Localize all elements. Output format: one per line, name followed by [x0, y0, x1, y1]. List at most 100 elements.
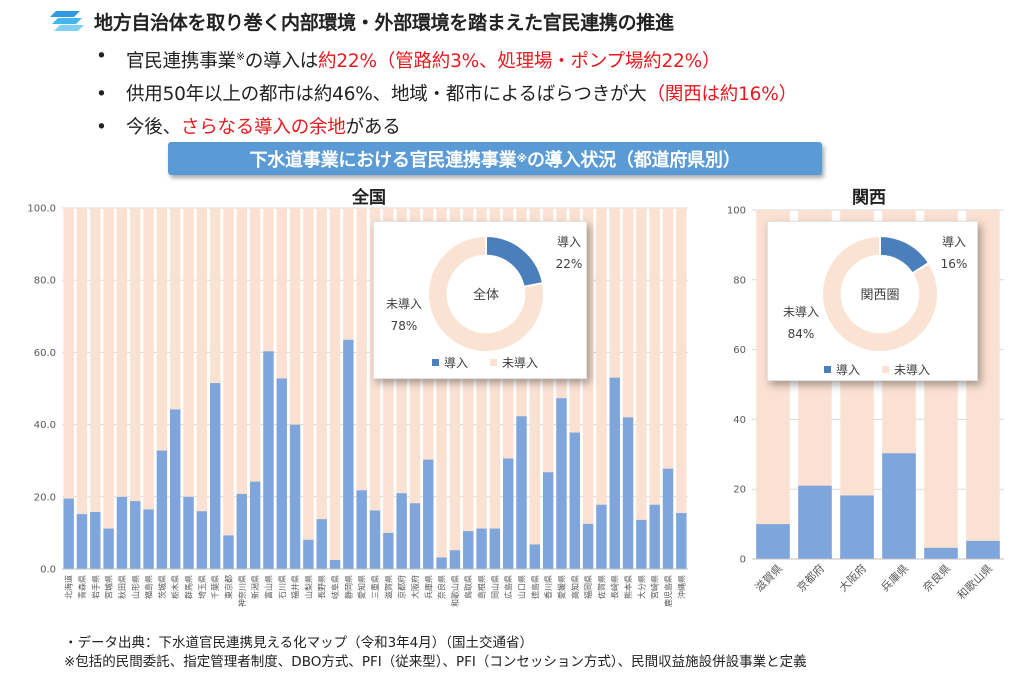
- national-category-label: 新潟県: [250, 575, 260, 599]
- national-bar: [156, 450, 168, 569]
- national-category-label: 神奈川県: [237, 575, 247, 607]
- national-category-label: 山口県: [517, 575, 527, 599]
- national-bar: [263, 351, 274, 569]
- national-bar: [423, 459, 434, 569]
- national-category-label: 北海道: [64, 575, 74, 599]
- national-category-label: 奈良県: [437, 575, 447, 599]
- national-category-label: 栃木県: [170, 575, 180, 599]
- national-legend-swatch: [490, 359, 497, 366]
- kansai-bar: [966, 540, 1000, 559]
- national-category-label: 秋田県: [117, 575, 127, 599]
- national-bar: [209, 383, 221, 569]
- national-bar-background: [636, 208, 647, 569]
- national-bar-background: [76, 208, 88, 569]
- chart-title-kansai: 関西: [852, 188, 886, 208]
- kansai-ytick-label: 100: [727, 206, 746, 217]
- national-category-label: 茨城県: [157, 575, 167, 599]
- national-category-label: 大阪府: [410, 575, 420, 599]
- national-bar-background: [116, 208, 128, 569]
- national-bar-background: [476, 208, 487, 569]
- national-bar-background: [143, 208, 154, 569]
- national-category-label: 岐阜県: [330, 575, 340, 599]
- national-category-label: 宮城県: [104, 575, 114, 599]
- national-legend-label: 導入: [444, 356, 468, 370]
- footnote-definition: ※包括的民間委託、指定管理者制度、DBO方式、PFI（従来型）、PFI（コンセッ…: [64, 654, 807, 670]
- national-bar: [622, 417, 634, 569]
- national-category-label: 山梨県: [303, 575, 313, 599]
- national-category-label: 岡山県: [490, 575, 500, 599]
- national-category-label: 静岡県: [343, 575, 353, 599]
- national-category-label: 宮崎県: [650, 575, 660, 599]
- national-bar-background: [542, 208, 554, 569]
- national-category-label: 京都府: [397, 575, 407, 599]
- kansai-category-label: 京都府: [794, 561, 827, 594]
- national-bar-background: [130, 208, 141, 569]
- national-bar: [63, 498, 74, 569]
- national-bar: [596, 504, 607, 569]
- national-bar: [236, 493, 248, 569]
- national-bar: [316, 519, 327, 569]
- national-bar: [649, 504, 660, 569]
- national-bar: [676, 513, 687, 569]
- national-bar: [196, 511, 208, 569]
- national-bar-chart: 0.020.040.060.080.0100.0北海道 青森県 岩手県 宮城県 秋田県山…: [27, 204, 688, 607]
- national-bar-background: [63, 208, 74, 569]
- national-bar-background: [516, 208, 527, 569]
- kansai-legend-label: 未導入: [894, 363, 930, 377]
- national-bar: [569, 432, 580, 569]
- kansai-category-label: 兵庫県: [878, 561, 911, 594]
- national-bar-background: [156, 208, 168, 569]
- footnote: ・データ出典：下水道官民連携見える化マップ（令和3年4月）（国土交通省） ※包括…: [64, 634, 807, 672]
- national-category-label: 鹿児島県: [663, 575, 673, 607]
- national-category-label: 広島県: [503, 575, 513, 599]
- national-category-label: 三重県: [370, 575, 380, 599]
- national-bar: [143, 509, 154, 569]
- national-category-label: 福岡県: [584, 575, 593, 599]
- national-bar: [529, 544, 541, 569]
- national-donut-center-label: 全体: [473, 287, 499, 303]
- national-bar: [636, 519, 647, 569]
- summary-bullets: 官民連携事業※の導入は約22%（管路約3%、処理場・ポンプ場約22%） 供用50…: [96, 40, 797, 144]
- national-category-label: 長崎県: [610, 575, 620, 599]
- kansai-category-label: 滋賀県: [753, 562, 786, 595]
- footnote-source: ・データ出典：下水道官民連携見える化マップ（令和3年4月）（国土交通省）: [64, 635, 534, 651]
- national-bar-background: [90, 208, 101, 569]
- national-bar: [463, 531, 474, 569]
- national-bar: [343, 339, 354, 569]
- national-bar: [516, 416, 527, 569]
- national-ytick-label: 0.0: [40, 565, 56, 576]
- national-category-label: 青森県: [77, 575, 87, 599]
- kansai-ytick-label: 20: [733, 485, 746, 496]
- national-bar: [409, 503, 421, 569]
- national-bar: [76, 514, 88, 569]
- bullet-aging: 供用50年以上の都市は約46%、地域・都市によるばらつきが大（関西は約16%）: [96, 78, 797, 111]
- national-bar-background: [170, 208, 181, 569]
- national-bar-background: [329, 208, 341, 569]
- national-ytick-label: 80.0: [34, 276, 56, 287]
- national-bar-background: [423, 208, 434, 569]
- national-bar-background: [316, 208, 327, 569]
- national-bar: [476, 528, 487, 569]
- national-category-label: 徳島県: [530, 575, 540, 599]
- kansai-slice-value: 84%: [788, 327, 815, 341]
- national-bar: [170, 409, 181, 569]
- national-bar: [436, 557, 447, 569]
- national-bar: [609, 377, 620, 569]
- national-bar-background: [409, 208, 421, 569]
- national-bar: [183, 496, 194, 569]
- national-bar-background: [676, 208, 687, 569]
- national-bar-background: [569, 208, 580, 569]
- kansai-legend-swatch: [824, 366, 831, 373]
- national-category-label: 沖縄県: [676, 575, 686, 599]
- national-bar: [90, 511, 101, 569]
- national-ytick-label: 40.0: [34, 420, 56, 431]
- national-category-label: 山形県: [130, 575, 140, 599]
- bullet-adoption: 官民連携事業※の導入は約22%（管路約3%、処理場・ポンプ場約22%）: [96, 40, 797, 78]
- national-category-label: 富山県: [263, 575, 273, 599]
- national-slice-name: 導入: [557, 235, 581, 249]
- national-bar-background: [103, 208, 114, 569]
- section-banner: 下水道事業における官民連携事業 ※ の導入状況（都道府県別）: [168, 142, 822, 175]
- national-bar-background: [529, 208, 541, 569]
